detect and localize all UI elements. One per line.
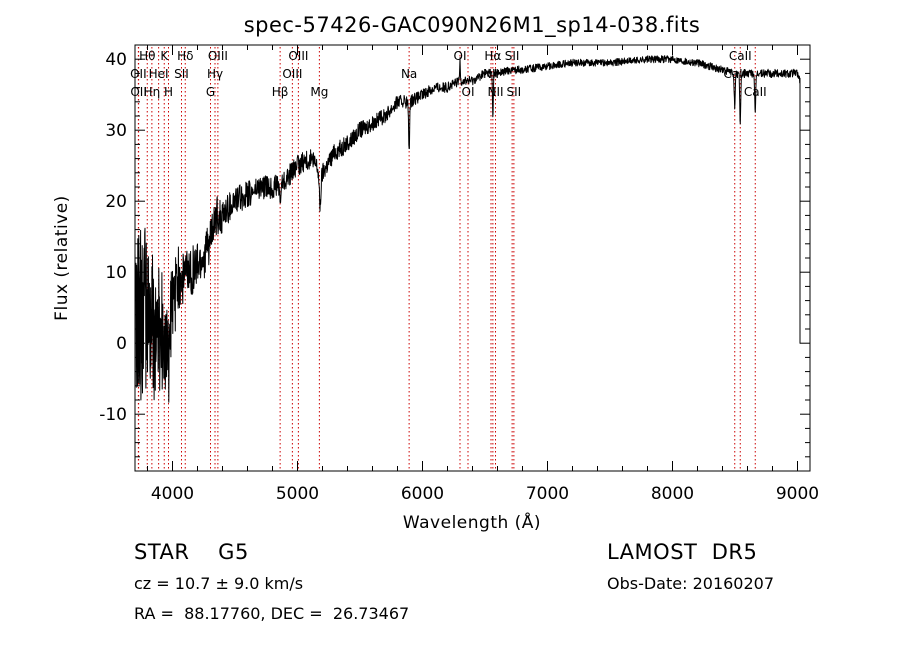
- y-tick-label: -10: [99, 405, 127, 425]
- y-tick-label: 20: [105, 192, 127, 212]
- spectral-line-label: SII: [174, 67, 189, 81]
- x-tick-label: 6000: [401, 484, 444, 504]
- spectrum-line: [134, 55, 801, 403]
- y-axis: -10 0 10 20 30 40: [99, 44, 810, 458]
- y-tick-label: 0: [116, 334, 127, 354]
- chart-title: spec-57426-GAC090N26M1_sp14-038.fits: [244, 13, 701, 38]
- x-tick-label: 4000: [151, 484, 194, 504]
- spectral-line-label: OI: [454, 49, 467, 63]
- object-class: STAR G5: [134, 540, 249, 564]
- spectral-line-label: Hδ: [177, 49, 193, 63]
- plot-frame: [134, 44, 811, 472]
- spectral-line-label: Na: [401, 67, 417, 81]
- spectral-line-label: OIII: [288, 49, 308, 63]
- spectral-line-label: Hβ: [272, 85, 289, 99]
- spectral-line-label: Mg: [310, 85, 328, 99]
- spectral-line-label: OI: [462, 85, 475, 99]
- spectral-line-label: CaII: [729, 49, 752, 63]
- survey-release: LAMOST DR5: [607, 540, 758, 564]
- x-axis-label: Wavelength (Å): [403, 511, 541, 533]
- spectral-line-markers: [137, 47, 756, 471]
- spectral-line-label: OII: [130, 85, 147, 99]
- x-tick-label: 9000: [776, 484, 819, 504]
- spectral-line-label: SII: [507, 85, 522, 99]
- spectral-line-label: Hη: [144, 85, 161, 99]
- spectral-line-label: G: [206, 85, 215, 99]
- y-axis-label: Flux (relative): [52, 195, 72, 321]
- redshift-readout: cz = 10.7 ± 9.0 km/s: [134, 574, 304, 593]
- spectral-line-labels: Hθ K Hδ OIII OIII OI Hα SII CaII OII HeI SII Hγ OIII N…: [130, 49, 767, 99]
- observation-date: Obs-Date: 20160207: [607, 574, 775, 593]
- y-tick-label: 40: [105, 50, 127, 70]
- spectral-line-label: OIII: [208, 49, 228, 63]
- spectral-line-label: NII: [487, 85, 503, 99]
- spectral-line-label: OIII: [282, 67, 302, 81]
- x-tick-label: 8000: [651, 484, 694, 504]
- spectral-line-label: OII: [130, 67, 147, 81]
- spectral-line-label: Hγ: [207, 67, 223, 81]
- coordinates-readout: RA = 88.17760, DEC = 26.73467: [134, 604, 410, 623]
- x-axis: 4000 5000 6000 7000 8000 9000: [147, 45, 819, 504]
- spectral-line-label: H: [164, 85, 173, 99]
- spectral-line-label: Hθ: [139, 49, 155, 63]
- x-tick-label: 7000: [526, 484, 569, 504]
- spectral-line-label: Hα: [484, 49, 501, 63]
- y-tick-label: 10: [105, 263, 127, 283]
- spectral-line-label: SII: [505, 49, 520, 63]
- spectral-line-label: CaII: [744, 85, 767, 99]
- y-tick-label: 30: [105, 121, 127, 141]
- spectral-line-label: HeI: [149, 67, 169, 81]
- spectral-line-label: K: [160, 49, 169, 63]
- x-tick-label: 5000: [276, 484, 319, 504]
